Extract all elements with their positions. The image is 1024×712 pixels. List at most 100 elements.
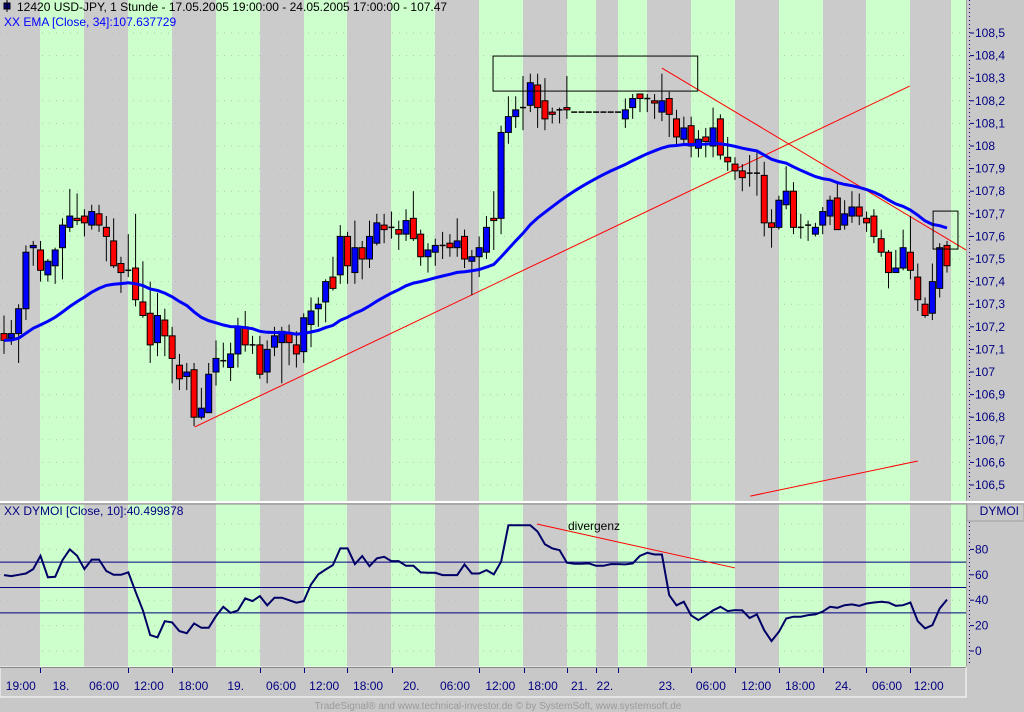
- candle: [314, 297, 322, 327]
- candle-body: [848, 206, 856, 217]
- y-tick-label: 106,9: [975, 388, 1005, 402]
- candle-body: [51, 249, 59, 267]
- candle-body: [855, 206, 863, 217]
- ema-series: [3, 141, 948, 342]
- candle: [351, 220, 359, 284]
- candle: [58, 218, 66, 280]
- candle: [358, 240, 366, 280]
- candlestick-series: [0, 73, 951, 427]
- session-band: [951, 0, 966, 501]
- y-tick-label: 108: [975, 139, 995, 153]
- candle: [468, 249, 476, 296]
- candle: [102, 216, 110, 262]
- candle: [22, 245, 30, 321]
- candle-body: [168, 335, 176, 359]
- candle: [154, 292, 162, 357]
- candle-body: [651, 100, 659, 104]
- candle: [256, 335, 264, 379]
- candle: [651, 94, 659, 119]
- candle: [855, 193, 863, 226]
- candle-body: [322, 281, 330, 303]
- candle: [797, 213, 804, 239]
- candle-body: [351, 247, 359, 274]
- candle: [921, 297, 929, 318]
- y-tick-label: 107,2: [975, 320, 1005, 334]
- candle: [168, 326, 176, 384]
- candle-body: [256, 344, 264, 375]
- y-tick-label: 106,7: [975, 433, 1005, 447]
- x-tick-label: 12:00: [741, 679, 771, 693]
- session-band: [128, 0, 172, 501]
- candle: [520, 75, 527, 131]
- candle-body: [709, 127, 717, 147]
- session-band: [567, 0, 596, 501]
- session-band: [691, 0, 735, 501]
- candle: [380, 213, 388, 244]
- candle-body: [461, 235, 469, 260]
- candle-body: [482, 226, 490, 253]
- ema-legend[interactable]: XX EMA [Close, 34]:107.637729: [4, 15, 176, 29]
- candle: [658, 73, 666, 122]
- session-band: [618, 504, 647, 667]
- candle-body: [899, 247, 907, 269]
- candle-body: [139, 301, 147, 317]
- x-tick-label: 18:00: [178, 679, 208, 693]
- candle: [782, 166, 790, 210]
- candle: [863, 211, 871, 232]
- candle-body: [197, 407, 205, 418]
- session-band: [479, 504, 523, 667]
- divergence-line: [536, 523, 736, 569]
- dymoi-legend[interactable]: XX DYMOI [Close, 10]:40.499878: [4, 504, 184, 518]
- x-tick-label: 18:00: [785, 679, 815, 693]
- y-axis-background: [966, 0, 1024, 667]
- candle-body: [768, 222, 776, 228]
- candle: [37, 240, 45, 282]
- candle-body: [344, 235, 352, 267]
- candle: [819, 207, 827, 235]
- footer-credit: TradeSignal® and www.technical-investor.…: [315, 701, 682, 712]
- candle-body: [58, 224, 66, 249]
- y-tick-label: 107,4: [975, 275, 1005, 289]
- candle: [899, 229, 907, 271]
- candle-body: [636, 93, 644, 100]
- candle-body: [673, 118, 681, 138]
- candle-body: [906, 251, 914, 271]
- candle-body: [870, 215, 878, 237]
- candle-body: [446, 242, 454, 249]
- trendline: [750, 460, 918, 497]
- candle-body: [424, 249, 432, 258]
- candle: [110, 218, 118, 269]
- candle: [716, 114, 724, 160]
- x-tick-label: 18:00: [353, 679, 383, 693]
- candle: [446, 234, 454, 257]
- session-band: [866, 504, 910, 667]
- candle-body: [724, 156, 732, 163]
- candle-body: [504, 116, 512, 133]
- trendline: [661, 67, 967, 251]
- candle: [943, 240, 951, 273]
- candle: [183, 362, 191, 391]
- candle-body: [95, 213, 103, 226]
- candle: [826, 195, 834, 226]
- x-tick-label: 06:00: [440, 679, 470, 693]
- x-tick-label: 20.: [403, 679, 420, 693]
- candle-body: [680, 127, 688, 140]
- x-tick-label: 19:00: [6, 679, 36, 693]
- candle-body: [431, 244, 439, 253]
- candle-body: [760, 174, 768, 224]
- candle: [811, 222, 819, 237]
- y-tick-label: 108,2: [975, 94, 1005, 108]
- dymoi-line: [3, 524, 948, 643]
- candle: [161, 308, 169, 357]
- candle: [753, 150, 760, 196]
- candle: [344, 231, 352, 284]
- y-tick-label: 107: [975, 365, 995, 379]
- x-tick-label: 06:00: [872, 679, 902, 693]
- candle-body: [175, 364, 183, 380]
- candle-body: [314, 303, 322, 310]
- candle-body: [80, 215, 88, 224]
- candle-body: [241, 326, 249, 346]
- chart-title: 12420 USD-JPY, 1 Stunde - 17.05.2005 19:…: [17, 0, 447, 14]
- dymoi-panel: divergenz: [0, 519, 966, 643]
